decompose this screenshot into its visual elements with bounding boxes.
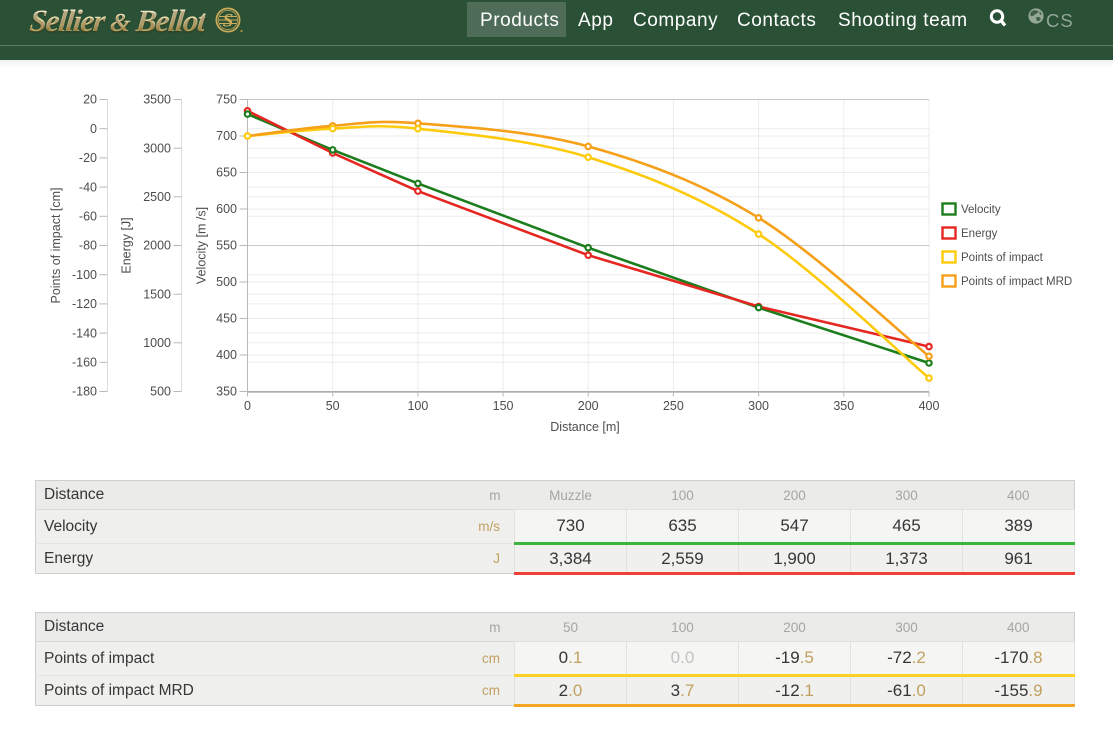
svg-text:Points of impact [cm]: Points of impact [cm] bbox=[49, 187, 63, 303]
svg-text:150: 150 bbox=[493, 399, 514, 413]
svg-text:700: 700 bbox=[216, 129, 237, 143]
svg-text:Energy [J]: Energy [J] bbox=[120, 217, 134, 273]
svg-text:250: 250 bbox=[663, 399, 684, 413]
svg-text:350: 350 bbox=[216, 385, 237, 399]
svg-text:-180: -180 bbox=[72, 385, 97, 399]
svg-text:500: 500 bbox=[216, 275, 237, 289]
svg-text:400: 400 bbox=[919, 399, 940, 413]
svg-text:1000: 1000 bbox=[143, 336, 171, 350]
svg-text:350: 350 bbox=[833, 399, 854, 413]
svg-text:-140: -140 bbox=[72, 326, 97, 340]
svg-text:650: 650 bbox=[216, 166, 237, 180]
svg-text:Points of impact: Points of impact bbox=[961, 252, 1044, 264]
svg-text:100: 100 bbox=[407, 399, 428, 413]
svg-text:Velocity: Velocity bbox=[961, 204, 1001, 216]
svg-text:-160: -160 bbox=[72, 356, 97, 370]
svg-text:0: 0 bbox=[90, 122, 97, 136]
svg-text:-80: -80 bbox=[79, 239, 97, 253]
svg-text:-60: -60 bbox=[79, 210, 97, 224]
svg-text:0: 0 bbox=[244, 399, 251, 413]
svg-text:3500: 3500 bbox=[143, 93, 171, 107]
svg-text:-20: -20 bbox=[79, 151, 97, 165]
svg-text:550: 550 bbox=[216, 239, 237, 253]
svg-text:Velocity [m /s]: Velocity [m /s] bbox=[195, 207, 209, 284]
svg-text:200: 200 bbox=[578, 399, 599, 413]
svg-text:-100: -100 bbox=[72, 268, 97, 282]
svg-text:3000: 3000 bbox=[143, 141, 171, 155]
svg-text:300: 300 bbox=[748, 399, 769, 413]
svg-text:2000: 2000 bbox=[143, 239, 171, 253]
svg-text:600: 600 bbox=[216, 202, 237, 216]
svg-text:20: 20 bbox=[83, 93, 97, 107]
svg-text:50: 50 bbox=[326, 399, 340, 413]
svg-text:Energy: Energy bbox=[961, 228, 998, 240]
svg-text:Distance [m]: Distance [m] bbox=[550, 420, 619, 434]
svg-text:Points of impact MRD: Points of impact MRD bbox=[961, 276, 1072, 288]
svg-text:-40: -40 bbox=[79, 180, 97, 194]
svg-text:2500: 2500 bbox=[143, 190, 171, 204]
svg-text:-120: -120 bbox=[72, 297, 97, 311]
svg-text:400: 400 bbox=[216, 348, 237, 362]
svg-text:750: 750 bbox=[216, 93, 237, 107]
svg-text:S: S bbox=[223, 11, 234, 32]
svg-text:500: 500 bbox=[150, 385, 171, 399]
svg-text:450: 450 bbox=[216, 312, 237, 326]
svg-text:1500: 1500 bbox=[143, 287, 171, 301]
